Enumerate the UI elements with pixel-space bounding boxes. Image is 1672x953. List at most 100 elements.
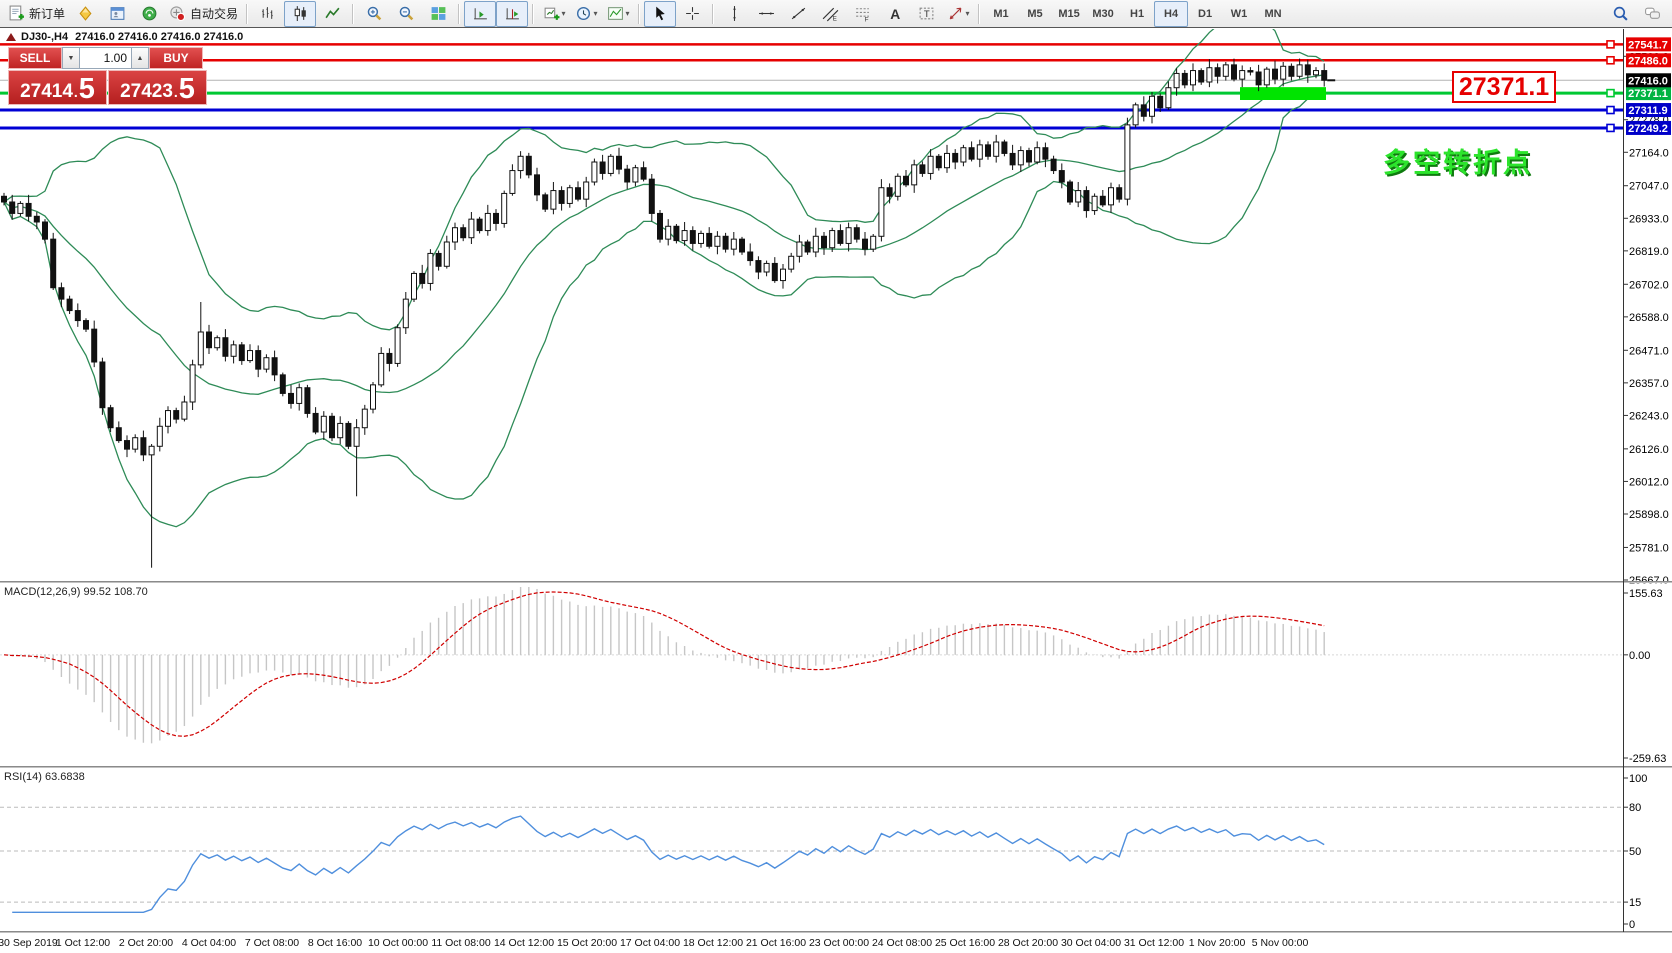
indicators-icon bbox=[607, 7, 623, 20]
sell-price-display[interactable]: 27414 . 5 bbox=[8, 70, 107, 105]
chart-window: 27500.027278.027164.027047.026933.026819… bbox=[0, 29, 1672, 953]
time-axis-label: 30 Sep 2019 bbox=[0, 937, 58, 949]
volume-decrease-button[interactable]: ▼ bbox=[62, 47, 80, 69]
indicators-dropdown[interactable]: ▾ bbox=[602, 1, 634, 27]
text-label-button[interactable]: T bbox=[910, 1, 942, 27]
macd-axis-label: -259.63 bbox=[1629, 753, 1666, 765]
toolbar-separator bbox=[246, 3, 249, 24]
crosshair-button[interactable] bbox=[676, 1, 708, 27]
candlestick-chart-button[interactable] bbox=[284, 0, 317, 27]
chart-shift-button[interactable] bbox=[496, 0, 529, 27]
level-marker[interactable] bbox=[1606, 123, 1615, 133]
buy-button[interactable]: BUY bbox=[149, 47, 203, 69]
time-axis-label: 30 Oct 04:00 bbox=[1061, 937, 1121, 949]
sell-button[interactable]: SELL bbox=[8, 47, 62, 69]
svg-text:F: F bbox=[864, 16, 868, 22]
timeframe-group: M1 M5 M15 M30 H1 H4 D1 W1 MN bbox=[984, 0, 1290, 27]
auto-scroll-button[interactable] bbox=[464, 0, 497, 27]
timeframe-button-m5[interactable]: M5 bbox=[1027, 7, 1043, 20]
zoom-in-button[interactable] bbox=[358, 1, 390, 27]
volume-increase-button[interactable]: ▲ bbox=[131, 47, 149, 69]
timeframe-button-m1[interactable]: M1 bbox=[993, 7, 1009, 20]
level-marker[interactable] bbox=[1606, 40, 1615, 49]
trendline-icon bbox=[791, 7, 805, 20]
price-axis-label: 26012.0 bbox=[1629, 476, 1669, 488]
rsi-axis-label: 80 bbox=[1629, 802, 1641, 814]
arrows-dropdown[interactable]: ▾ bbox=[942, 1, 974, 27]
market-watch-button[interactable] bbox=[101, 1, 133, 27]
navigator-button[interactable] bbox=[133, 1, 165, 27]
cursor-button[interactable] bbox=[644, 0, 677, 27]
level-marker[interactable] bbox=[1606, 55, 1615, 65]
highlight-zone[interactable] bbox=[1240, 87, 1326, 100]
text-button[interactable]: A bbox=[878, 1, 910, 27]
price-axis-label: 26819.0 bbox=[1629, 246, 1669, 258]
buy-price-display[interactable]: 27423 . 5 bbox=[108, 70, 207, 105]
vertical-line-icon bbox=[732, 6, 736, 21]
panel-separator[interactable] bbox=[0, 766, 1672, 768]
equidistant-channel-button[interactable]: E bbox=[814, 1, 846, 27]
macd-axis-label: 0.00 bbox=[1629, 650, 1650, 662]
time-axis-label: 4 Oct 04:00 bbox=[182, 937, 236, 949]
fibonacci-button[interactable]: F bbox=[846, 1, 878, 27]
time-axis-label: 23 Oct 00:00 bbox=[809, 937, 869, 949]
price-axis-label: 26357.0 bbox=[1629, 378, 1669, 390]
periods-dropdown[interactable]: ▾ bbox=[570, 1, 602, 27]
price-axis-label: 26126.0 bbox=[1629, 444, 1669, 456]
time-axis-label: 11 Oct 08:00 bbox=[431, 937, 491, 949]
horizontal-line-button[interactable] bbox=[750, 1, 782, 27]
new-order-button[interactable]: 新订单 bbox=[4, 1, 69, 27]
price-chart-canvas[interactable]: 27500.027278.027164.027047.026933.026819… bbox=[0, 29, 1672, 953]
timeframe-button-h4[interactable]: H4 bbox=[1154, 0, 1189, 27]
price-axis-label: 26471.0 bbox=[1629, 345, 1669, 357]
zoom-out-button[interactable] bbox=[390, 1, 422, 27]
autotrading-button[interactable]: 自动交易 bbox=[165, 1, 242, 27]
profiles-button[interactable] bbox=[69, 1, 101, 27]
trendline-button[interactable] bbox=[782, 1, 814, 27]
price-axis-label: 26933.0 bbox=[1629, 213, 1669, 225]
autotrading-icon bbox=[170, 6, 186, 22]
chart-title-bar: DJ30-,H4 27416.0 27416.0 27416.0 27416.0 bbox=[6, 31, 243, 43]
tile-windows-icon bbox=[431, 7, 445, 20]
price-level-callout[interactable]: 27371.1 bbox=[1452, 71, 1556, 103]
new-chart-dropdown[interactable]: ▾ bbox=[538, 1, 570, 27]
buy-price-frac: 5 bbox=[178, 73, 195, 105]
timeframe-button-w1[interactable]: W1 bbox=[1230, 7, 1248, 20]
vertical-line-button[interactable] bbox=[718, 1, 750, 27]
volume-input[interactable]: 1.00 bbox=[80, 47, 131, 69]
price-axis-label: 27047.0 bbox=[1629, 181, 1669, 193]
timeframe-button-m30[interactable]: M30 bbox=[1092, 7, 1114, 20]
candles-layer bbox=[1, 58, 1336, 568]
timeframe-button-mn[interactable]: MN bbox=[1264, 7, 1282, 20]
level-marker[interactable] bbox=[1606, 88, 1615, 98]
timeframe-button-m15[interactable]: M15 bbox=[1058, 7, 1080, 20]
arrows-icon bbox=[949, 7, 961, 20]
time-axis-label: 17 Oct 04:00 bbox=[620, 937, 680, 949]
timeframe-button-h1[interactable]: H1 bbox=[1130, 7, 1145, 20]
search-icon bbox=[1613, 6, 1628, 21]
time-axis-label: 31 Oct 12:00 bbox=[1124, 937, 1184, 949]
macd-histogram bbox=[11, 587, 1325, 744]
level-marker[interactable] bbox=[1606, 105, 1615, 115]
bar-chart-button[interactable] bbox=[252, 1, 284, 27]
price-axis-label: 27164.0 bbox=[1629, 147, 1669, 159]
level-price-badge bbox=[1626, 120, 1671, 135]
panel-separator[interactable] bbox=[0, 581, 1672, 583]
bollinger-lower-band bbox=[3, 87, 1325, 528]
bar-chart-icon bbox=[261, 7, 273, 19]
panel-separator[interactable] bbox=[0, 931, 1672, 933]
level-price-badge bbox=[1626, 37, 1671, 52]
time-axis-label: 28 Oct 20:00 bbox=[998, 937, 1058, 949]
profiles-icon bbox=[79, 6, 92, 21]
buy-price-dot: . bbox=[173, 84, 178, 100]
auto-scroll-icon bbox=[473, 8, 487, 20]
timeframe-button-d1[interactable]: D1 bbox=[1198, 7, 1213, 20]
tile-windows-button[interactable] bbox=[422, 1, 454, 27]
svg-text:A: A bbox=[890, 6, 900, 22]
crosshair-icon bbox=[685, 7, 699, 20]
chat-button[interactable] bbox=[1636, 1, 1668, 27]
line-chart-button[interactable] bbox=[316, 1, 348, 27]
search-button[interactable] bbox=[1604, 1, 1636, 27]
price-axis-label: 25898.0 bbox=[1629, 509, 1669, 521]
